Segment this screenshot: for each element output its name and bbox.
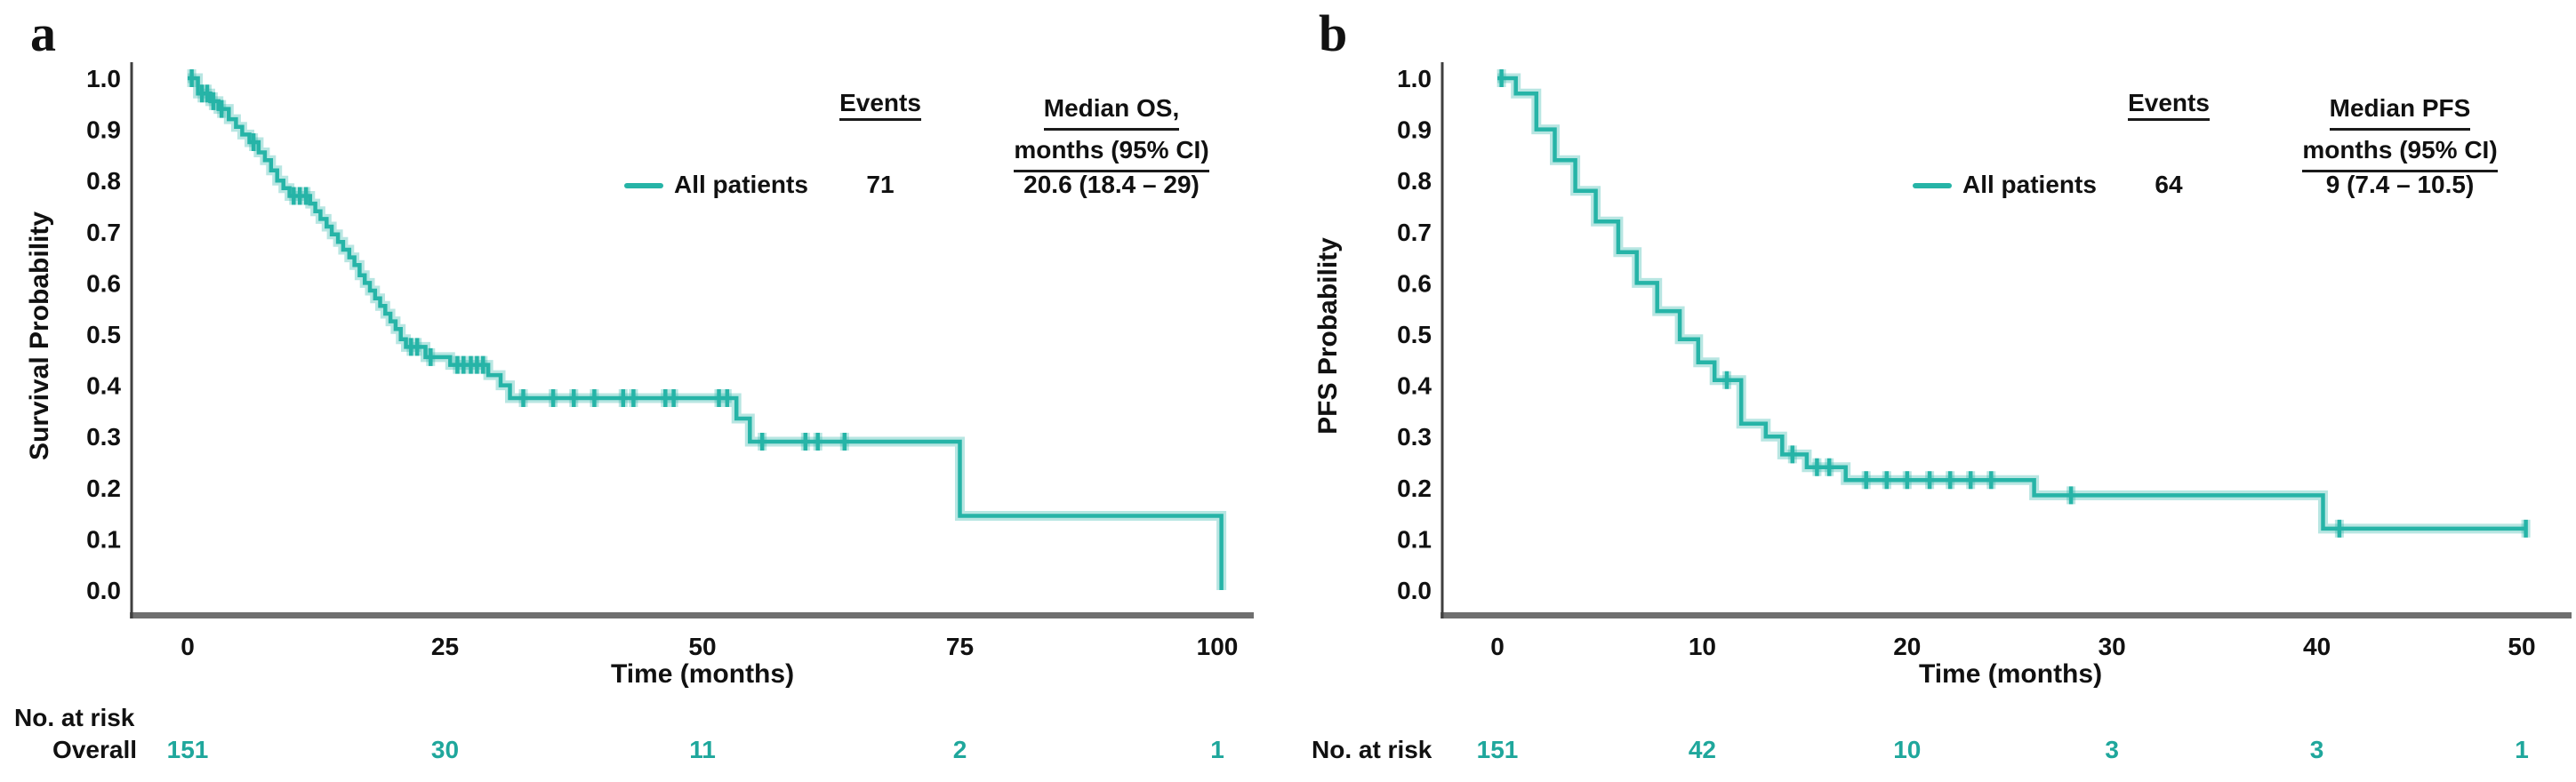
risk-count: 151 [166, 736, 209, 763]
risk-count: 10 [1893, 736, 1922, 763]
legend-series-label: All patients [1962, 171, 2097, 198]
x-tick-label: 40 [2303, 633, 2331, 660]
panel-letter: a [30, 4, 56, 62]
km-curve [1497, 76, 2526, 531]
legend-events-header: Events [800, 89, 960, 121]
x-tick-label: 0 [181, 633, 195, 660]
panel-b-progression-free-survival: 1.0 0.9 0.8 0.7 0.6 0.5 0.4 0.3 0.2 0.1 0.0 0 10 20 30… [1288, 0, 2576, 782]
x-axis-line [1440, 612, 2572, 618]
y-axis-title: PFS Probability [1313, 237, 1343, 435]
censor-ticks [189, 69, 847, 451]
legend-median-value: 9 (7.4 – 10.5) [2325, 171, 2475, 198]
x-tick-label: 100 [1197, 633, 1239, 660]
legend-median-header: Median PFS months (95% CI) [2253, 89, 2547, 172]
y-tick-label: 0.2 [1397, 475, 1432, 502]
y-axis-title: Survival Probability [25, 211, 54, 461]
risk-count: 11 [689, 736, 716, 763]
x-axis-line [130, 612, 1254, 618]
risk-count: 42 [1688, 736, 1716, 763]
y-tick-label: 0.7 [1397, 219, 1432, 246]
risk-count: 1 [1210, 736, 1224, 763]
y-tick-label: 1.0 [1397, 65, 1432, 92]
y-tick-label: 0.2 [86, 475, 121, 502]
x-tick-label: 20 [1893, 633, 1921, 660]
km-plot-os: 1.0 0.9 0.8 0.7 0.6 0.5 0.4 0.3 0.2 0.1 0.0 0 25 50 75… [86, 62, 1254, 660]
legend-events-value: 64 [2155, 171, 2183, 198]
y-tick-label: 0.6 [1397, 269, 1432, 297]
y-tick-label: 0.7 [86, 219, 121, 246]
legend-median-header: Median OS, months (95% CI) [965, 89, 1258, 172]
censor-ticks [1499, 69, 2528, 538]
risk-table-title: No. at risk [14, 704, 135, 731]
legend-series-swatch [624, 183, 663, 188]
y-tick-label: 0.8 [86, 167, 121, 195]
y-tick-label: 0.9 [86, 116, 121, 144]
y-tick-label: 0.4 [86, 372, 121, 400]
y-tick-label: 0.5 [86, 321, 121, 348]
y-tick-label: 0.8 [1397, 167, 1432, 195]
x-axis-title: Time (months) [1918, 659, 2103, 689]
risk-count: 2 [952, 736, 967, 763]
y-tick-label: 0.3 [86, 423, 121, 451]
x-tick-label: 75 [946, 633, 974, 660]
x-axis-title: Time (months) [610, 659, 795, 689]
risk-table-title: No. at risk [1312, 736, 1432, 763]
y-tick-label: 0.5 [1397, 321, 1432, 348]
y-tick-label: 0.6 [86, 269, 121, 297]
legend-events-value: 71 [866, 171, 895, 198]
panel-a-overall-survival: 1.0 0.9 0.8 0.7 0.6 0.5 0.4 0.3 0.2 0.1 0.0 0 25 50 75… [14, 4, 1258, 763]
risk-count: 1 [2515, 736, 2529, 763]
y-tick-label: 0.1 [86, 525, 121, 553]
legend-series-label: All patients [674, 171, 808, 198]
y-tick-label: 0.9 [1397, 116, 1432, 144]
legend-events-header: Events [2089, 89, 2249, 121]
y-tick-label: 0.0 [1397, 577, 1432, 604]
y-tick-label: 1.0 [86, 65, 121, 92]
x-tick-label: 10 [1689, 633, 1716, 660]
risk-count: 3 [2309, 736, 2324, 763]
risk-count: 3 [2105, 736, 2119, 763]
legend-median-value: 20.6 (18.4 – 29) [1023, 171, 1200, 198]
y-tick-label: 0.1 [1397, 525, 1432, 553]
km-plot-pfs: 1.0 0.9 0.8 0.7 0.6 0.5 0.4 0.3 0.2 0.1 0.0 0 10 20 30… [1397, 62, 2572, 660]
risk-row-label: Overall [52, 736, 137, 763]
panel-letter: b [1319, 4, 1348, 62]
risk-count: 30 [430, 736, 460, 763]
x-tick-label: 50 [2508, 633, 2535, 660]
y-tick-label: 0.0 [86, 577, 121, 604]
y-tick-label: 0.3 [1397, 423, 1432, 451]
legend-series-swatch [1913, 183, 1952, 188]
x-tick-label: 25 [431, 633, 459, 660]
x-tick-label: 0 [1490, 633, 1505, 660]
x-tick-label: 30 [2099, 633, 2126, 660]
x-tick-label: 50 [688, 633, 716, 660]
risk-count: 151 [1476, 736, 1519, 763]
y-tick-label: 0.4 [1397, 372, 1432, 400]
